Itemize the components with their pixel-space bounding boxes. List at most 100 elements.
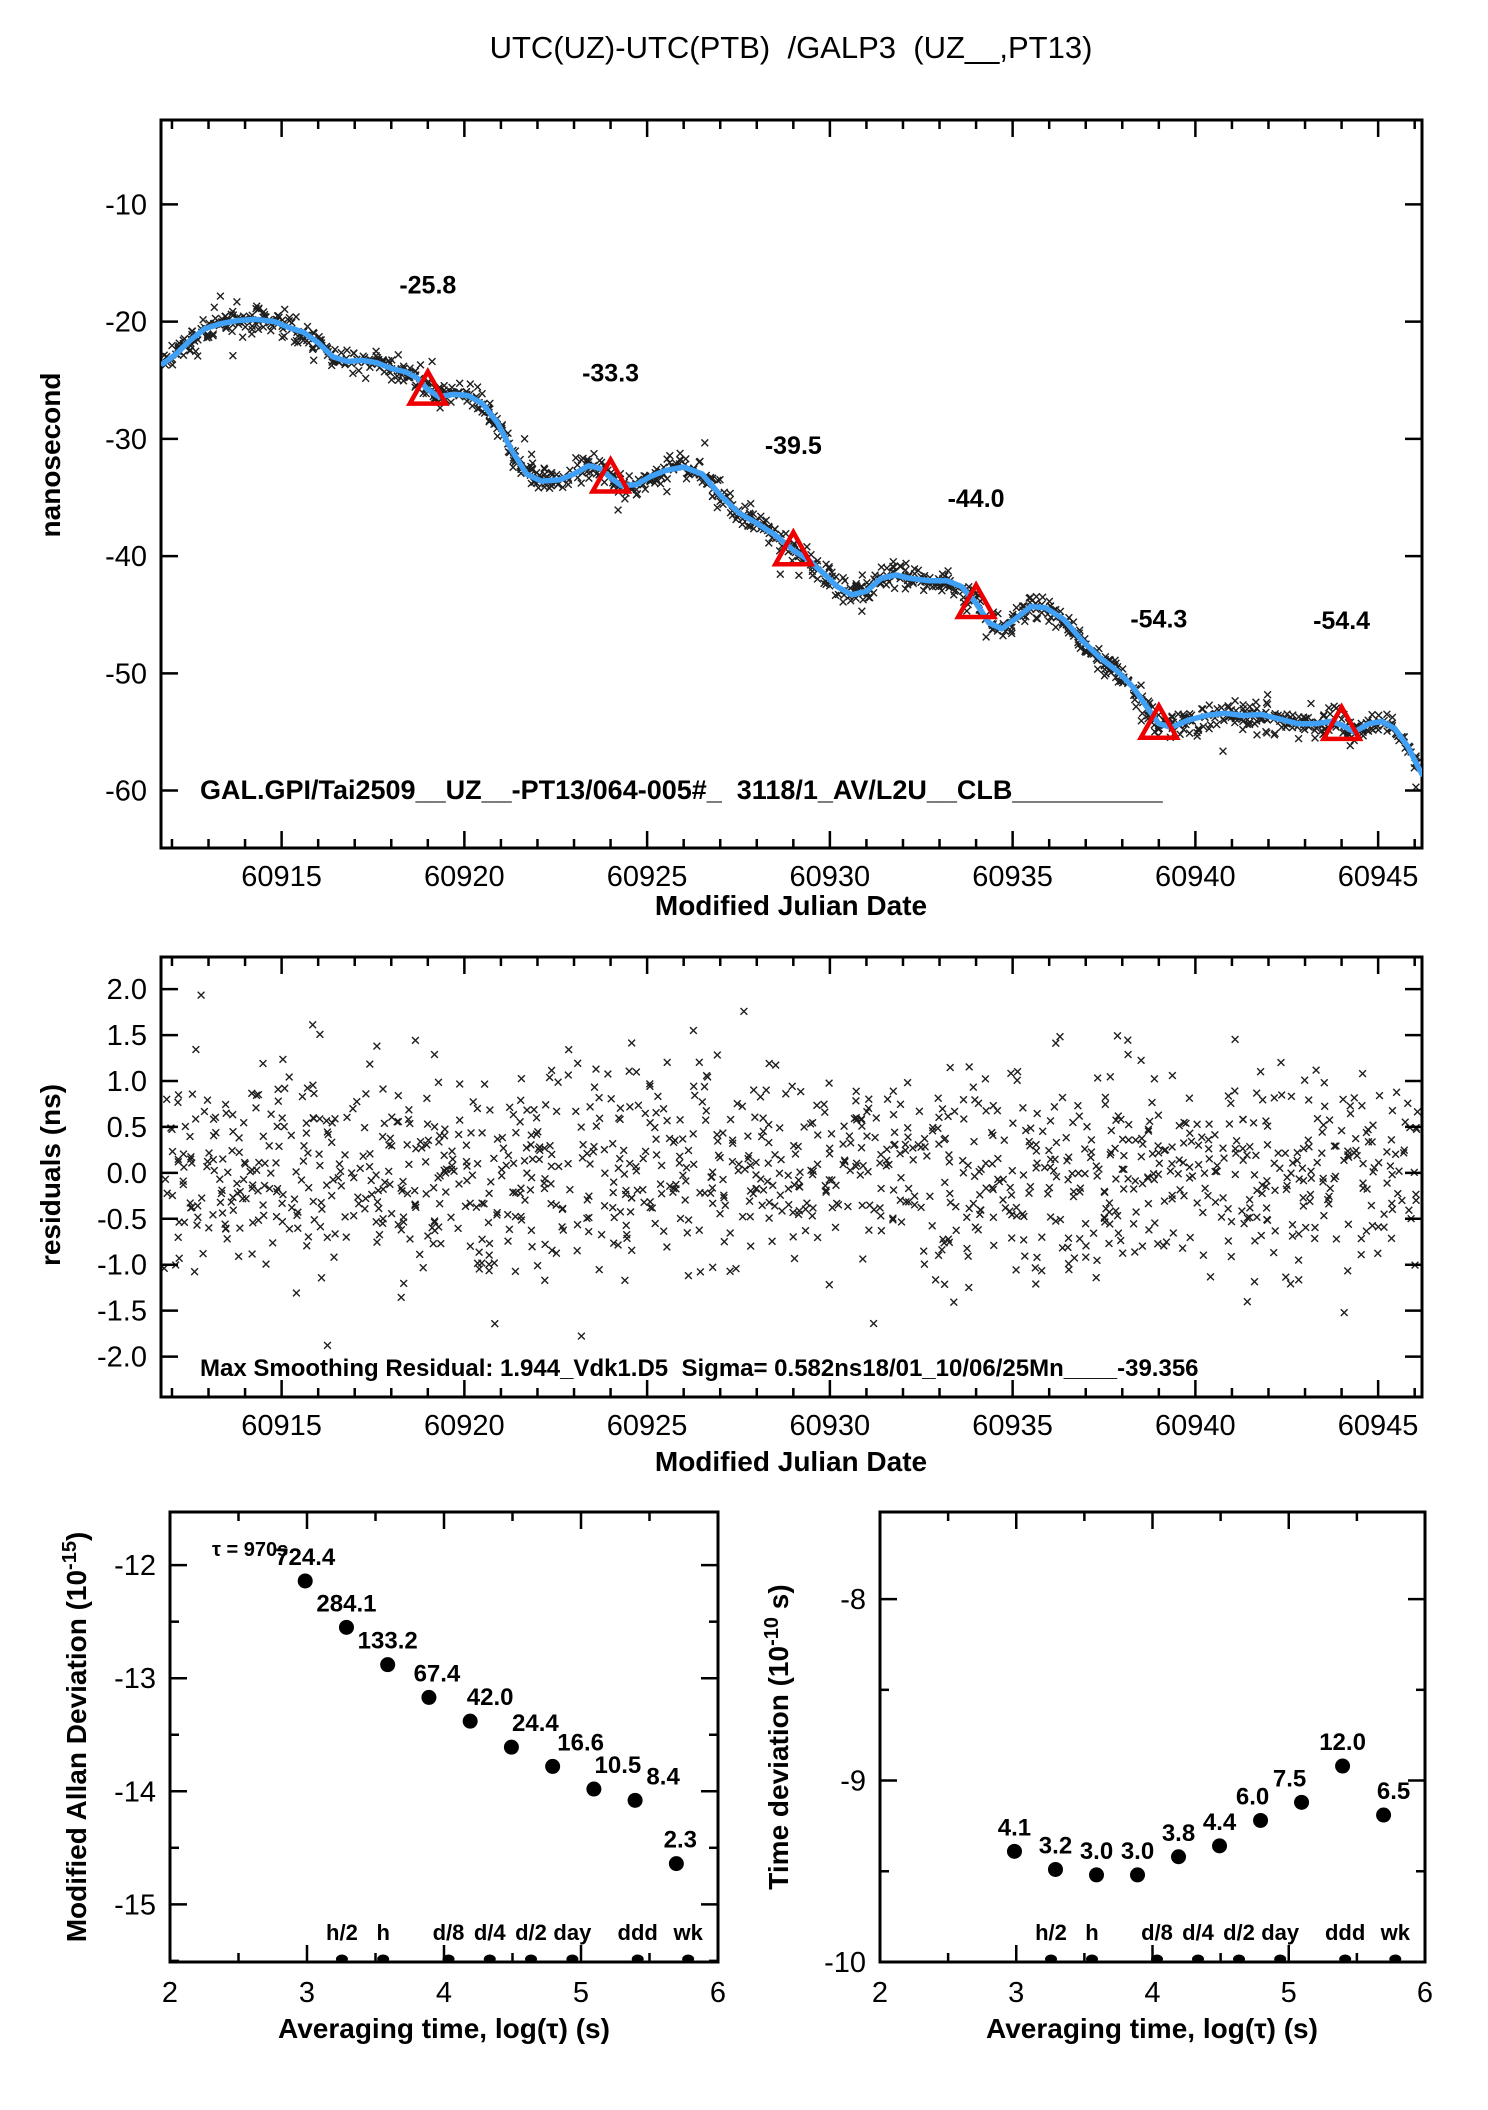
- calibration-value-label: -54.4: [1313, 607, 1370, 635]
- data-point-label: 67.4: [414, 1660, 461, 1687]
- tau-axis-dot: [1192, 1954, 1205, 1964]
- y-tick-label: -1.5: [97, 1296, 147, 1328]
- y-tick-label: -2.0: [97, 1342, 147, 1374]
- x-tick-label: 60925: [607, 861, 688, 893]
- x-tick-label: 4: [1144, 1977, 1160, 2009]
- x-tick-label: 60920: [424, 1410, 505, 1442]
- tau-axis-dot: [377, 1954, 390, 1964]
- data-point-label: 133.2: [358, 1628, 418, 1655]
- data-point-label: 3.2: [1039, 1832, 1072, 1859]
- axis-ticks: [161, 957, 1422, 1397]
- tau-scale-label: ddd: [618, 1920, 658, 1945]
- data-point: [1047, 1861, 1063, 1877]
- y-tick-label: -40: [105, 541, 147, 573]
- tau-axis-dot: [483, 1954, 496, 1964]
- y-tick-label: 1.0: [107, 1066, 147, 1098]
- tau-scale-label: wk: [672, 1920, 703, 1945]
- tau-axis-dot: [1044, 1954, 1057, 1964]
- y-tick-label: -9: [840, 1766, 866, 1798]
- tau-scale-marks: h/2 h d/8 d/4 d/2 day ddd wk: [326, 1920, 704, 1964]
- phase-panel: 60915 60920 60925 60930 60935 60940 60945 -10 -2…: [105, 118, 1424, 893]
- data-point: [1253, 1812, 1269, 1828]
- x-tick-label: 6: [1417, 1977, 1433, 2009]
- data-point: [586, 1781, 602, 1797]
- data-point-label: 24.4: [512, 1710, 559, 1737]
- mdev-tau-note: τ = 970s: [212, 1539, 288, 1561]
- y-tick-label: -60: [105, 776, 147, 808]
- axis-ticks: [161, 120, 1422, 848]
- mdev-y-axis-title: Modified Allan Deviation (10-15): [59, 1532, 92, 1943]
- tau-scale-label: ddd: [1325, 1920, 1365, 1945]
- tau-axis-dot: [566, 1954, 579, 1964]
- data-point-label: 8.4: [646, 1763, 680, 1790]
- calibration-value-label: -33.3: [582, 360, 639, 388]
- panel-frame: [159, 955, 1424, 1399]
- data-point: [338, 1619, 354, 1635]
- data-point: [1294, 1794, 1310, 1810]
- calibration-triangle-marker: [771, 527, 816, 567]
- phase-x-axis-title: Modified Julian Date: [655, 890, 927, 921]
- data-point-label: 2.3: [664, 1827, 697, 1854]
- y-tick-label: -8: [840, 1584, 866, 1616]
- y-tick-label: 0.0: [107, 1158, 147, 1190]
- residuals-x-axis-title: Modified Julian Date: [655, 1446, 927, 1477]
- data-point-label: 3.0: [1080, 1838, 1113, 1865]
- tau-scale-label: d/4: [1182, 1920, 1215, 1945]
- y-tick-label: -20: [105, 307, 147, 339]
- tau-scale-label: day: [1261, 1920, 1300, 1945]
- calibration-triangle-marker: [1136, 701, 1181, 740]
- tau-scale-label: wk: [1380, 1920, 1411, 1945]
- data-point: [1376, 1807, 1392, 1823]
- panel-frame: [159, 118, 1424, 850]
- x-tick-label: 60920: [424, 861, 505, 893]
- tau-scale-label: d/2: [515, 1920, 547, 1945]
- residual-scatter-points: [161, 991, 1422, 1350]
- tau-scale-label: h: [1085, 1920, 1098, 1945]
- tau-axis-dot: [1339, 1954, 1352, 1964]
- y-tick-label: -12: [114, 1550, 156, 1582]
- mdev-data-points: 724.4 284.1 133.2 67.442.024.416.610.5 8.4 2.…: [275, 1544, 697, 1872]
- phase-link-annotation: GAL.GPI/Tai2509__UZ__-PT13/064-005#_ 311…: [200, 775, 1164, 805]
- y-tick-label: -14: [114, 1776, 156, 1808]
- mdev-panel: 2 3 4 5 6 -12 -13 -14 -15 h/2 h d/8 d/4 d/2 day ddd wk 72…: [114, 1510, 726, 2009]
- tau-axis-dot: [442, 1954, 455, 1964]
- residuals-y-axis-title: residuals (ns): [35, 1084, 66, 1266]
- x-tick-label: 60915: [241, 861, 322, 893]
- x-tick-label: 4: [436, 1977, 452, 2009]
- y-tick-label: -50: [105, 658, 147, 690]
- data-point: [1171, 1849, 1187, 1865]
- data-point-label: 7.5: [1273, 1765, 1306, 1792]
- tau-axis-dot: [524, 1954, 537, 1964]
- x-tick-label: 60935: [972, 861, 1053, 893]
- axis-ticks: [168, 1512, 720, 1963]
- tau-scale-label: h/2: [326, 1920, 358, 1945]
- tau-axis-dot: [1233, 1954, 1246, 1964]
- y-tick-label: -10: [105, 189, 147, 221]
- x-tick-label: 6: [710, 1977, 726, 2009]
- smoothed-curve: [161, 316, 1422, 777]
- x-tick-label: 60915: [241, 1410, 322, 1442]
- calibration-triangle-marker: [1319, 702, 1364, 742]
- data-point: [1089, 1867, 1105, 1883]
- calibration-value-label: -25.8: [399, 272, 456, 300]
- axis-tick-labels: 60915 60920 60925 60930 60935 60940 60945 2.0 1.…: [97, 974, 1418, 1442]
- x-tick-label: 60945: [1338, 861, 1419, 893]
- calibration-value-label: -44.0: [948, 485, 1005, 513]
- data-point: [1212, 1838, 1228, 1854]
- calibration-triangle-marker: [954, 580, 998, 620]
- tdev-y-axis-title: Time deviation (10-10 s): [761, 1584, 794, 1889]
- tau-scale-label: h/2: [1035, 1920, 1067, 1945]
- tau-axis-dot: [335, 1954, 348, 1964]
- x-tick-label: 5: [1281, 1977, 1297, 2009]
- x-tick-label: 3: [299, 1977, 315, 2009]
- data-point-label: 12.0: [1319, 1729, 1366, 1756]
- data-point-label: 4.1: [998, 1814, 1031, 1841]
- data-point-label: 6.0: [1236, 1783, 1269, 1810]
- x-tick-label: 2: [872, 1977, 888, 2009]
- calibration-markers: -25.8 -33.3 -39.5 -44.0 -54.3 -54.4: [399, 272, 1370, 742]
- tau-axis-dot: [1274, 1954, 1287, 1964]
- axis-tick-labels: 2 3 4 5 6 -8 -9 -10: [824, 1584, 1433, 2009]
- y-tick-label: -13: [114, 1663, 156, 1695]
- x-tick-label: 60940: [1155, 861, 1236, 893]
